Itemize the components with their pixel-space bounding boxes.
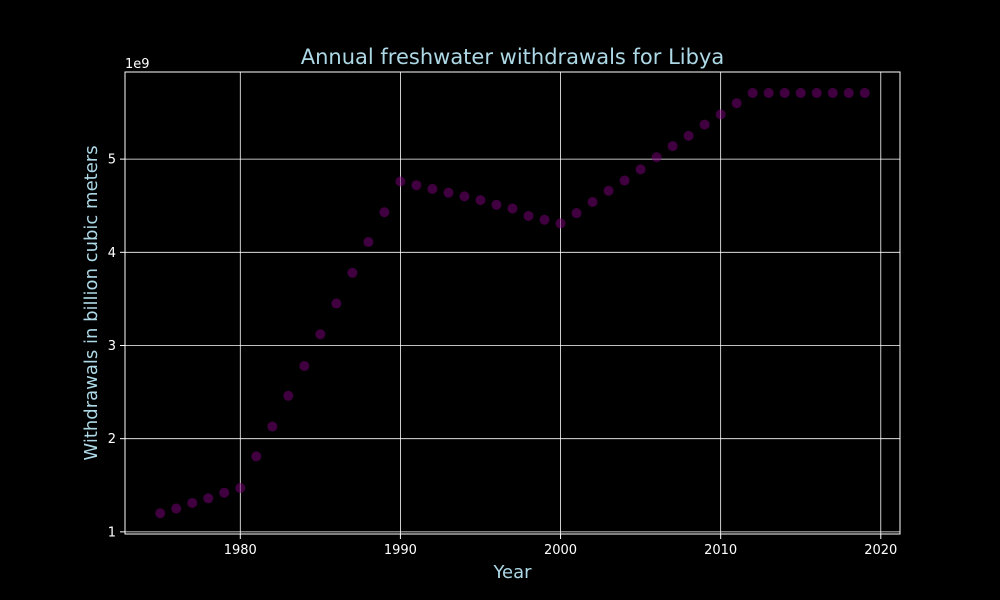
data-point	[491, 199, 502, 210]
y-axis-offset-label: 1e9	[125, 57, 150, 72]
data-point	[363, 237, 374, 248]
y-tick-label: 5	[108, 153, 116, 168]
data-point	[523, 210, 534, 221]
y-axis-label: Withdrawals in billion cubic meters	[81, 145, 102, 460]
data-point	[267, 421, 278, 432]
data-point	[475, 195, 486, 206]
data-point	[315, 329, 326, 340]
data-point	[219, 487, 230, 498]
x-tick-label: 2010	[704, 543, 737, 558]
x-tick-label: 1980	[224, 543, 257, 558]
data-point	[715, 109, 726, 120]
data-point	[603, 185, 614, 196]
data-point	[459, 191, 470, 202]
x-axis-ticks: 1980 1990 2000 2010 2020	[224, 534, 897, 558]
data-point	[683, 130, 694, 141]
data-point	[187, 497, 198, 508]
data-point	[443, 187, 454, 198]
y-tick-label: 4	[108, 246, 116, 261]
data-point	[251, 451, 262, 462]
data-point	[235, 483, 246, 494]
data-point	[763, 87, 774, 98]
grid-lines	[125, 72, 900, 534]
y-tick-label: 2	[108, 432, 116, 447]
data-point	[843, 87, 854, 98]
data-point	[331, 298, 342, 309]
data-point	[507, 203, 518, 214]
plot-area-frame	[124, 71, 901, 535]
data-point	[555, 218, 566, 229]
data-point	[427, 183, 438, 194]
y-axis-ticks: 1 2 3 4 5	[108, 153, 125, 540]
x-axis-label: Year	[492, 562, 532, 583]
chart-title: Annual freshwater withdrawals for Libya	[301, 45, 725, 69]
data-point	[347, 267, 358, 278]
data-point	[571, 208, 582, 219]
data-point	[203, 493, 214, 504]
data-point	[667, 141, 678, 152]
data-point	[619, 175, 630, 186]
data-point	[395, 176, 406, 187]
data-point	[379, 207, 390, 218]
y-tick-label: 1	[108, 525, 116, 540]
x-tick-label: 2020	[864, 543, 897, 558]
data-point	[859, 87, 870, 98]
data-point	[827, 87, 838, 98]
data-point	[747, 87, 758, 98]
data-point	[779, 87, 790, 98]
data-point	[283, 390, 294, 401]
data-point	[539, 214, 550, 225]
data-point	[171, 503, 182, 514]
x-tick-label: 1990	[384, 543, 417, 558]
data-point	[731, 98, 742, 109]
data-point	[155, 508, 166, 519]
y-tick-label: 3	[108, 339, 116, 354]
data-point	[699, 119, 710, 130]
data-point	[795, 87, 806, 98]
data-point	[299, 360, 310, 371]
data-point	[587, 196, 598, 207]
data-point	[651, 152, 662, 163]
x-tick-label: 2000	[544, 543, 577, 558]
data-points	[155, 87, 870, 519]
data-point	[635, 164, 646, 175]
data-point	[811, 87, 822, 98]
data-point	[411, 180, 422, 191]
